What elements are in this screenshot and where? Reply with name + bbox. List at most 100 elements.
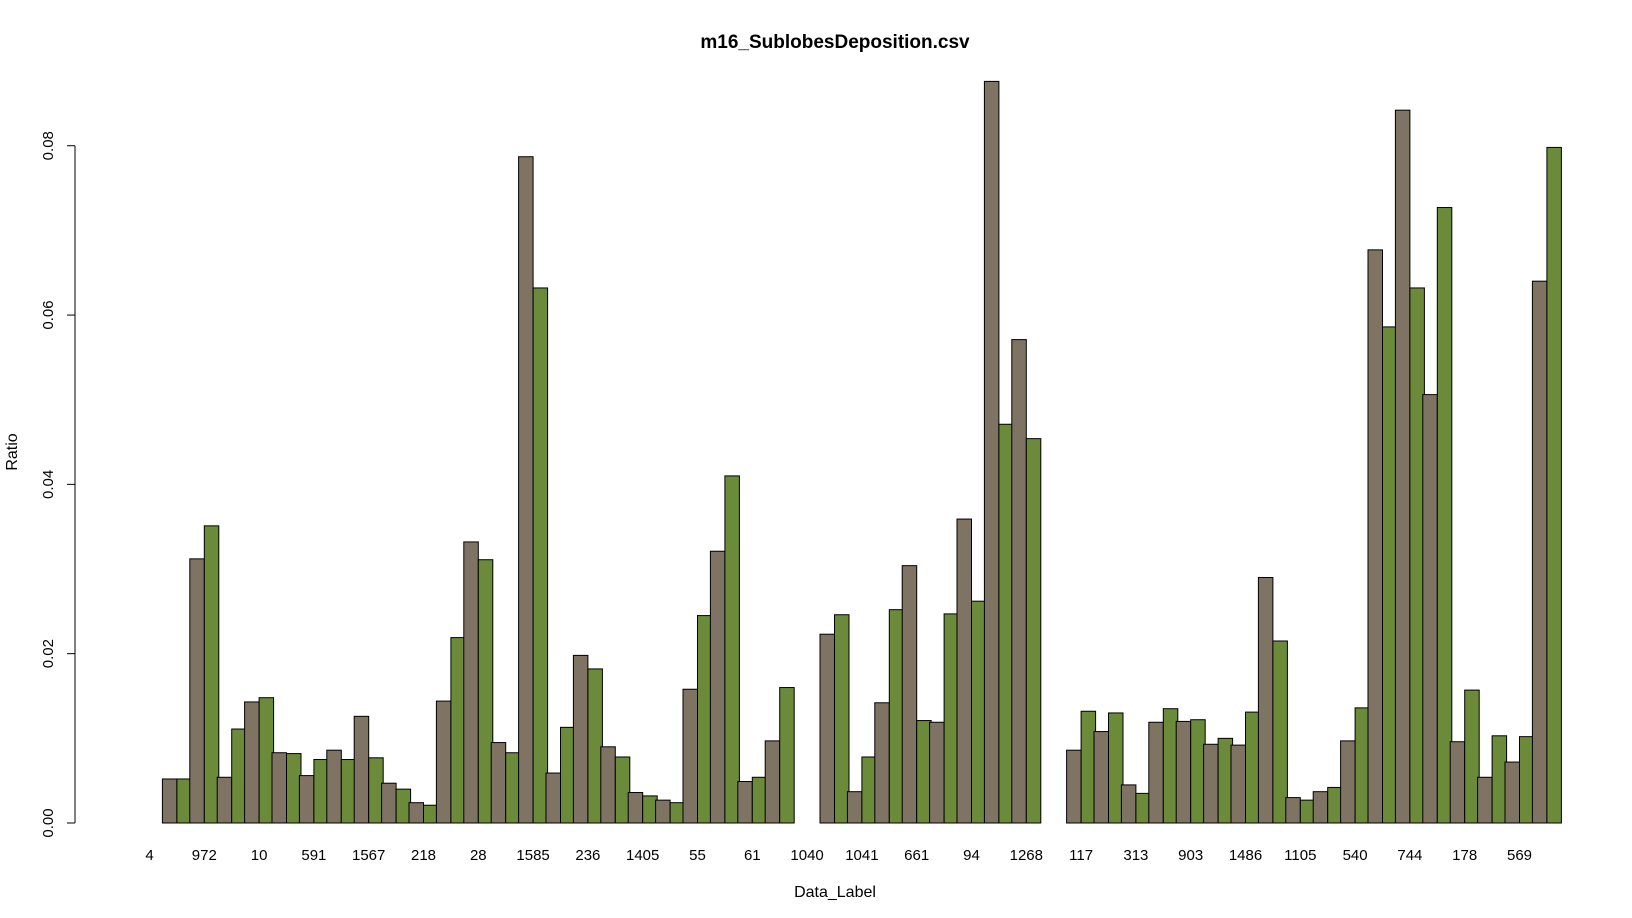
bar-series-1-18 bbox=[627, 792, 644, 824]
x-tick-label: 10 bbox=[251, 847, 268, 864]
bar-series-1-32 bbox=[1011, 339, 1027, 824]
bar-series-2-9 bbox=[395, 788, 412, 824]
y-tick-label: 0.00 bbox=[40, 808, 57, 837]
bar-series-1-51 bbox=[1531, 280, 1548, 824]
bar-series-2-32 bbox=[1025, 438, 1042, 824]
bar-series-1-2 bbox=[189, 558, 205, 824]
bar-series-2-2 bbox=[203, 525, 220, 824]
bar-series-1-9 bbox=[381, 782, 397, 824]
bar-series-2-6 bbox=[313, 759, 329, 824]
bar-series-1-47 bbox=[1422, 394, 1438, 824]
y-axis: 0.00 0.02 0.04 0.06 0.08 bbox=[40, 131, 76, 838]
x-tick-label: 569 bbox=[1507, 847, 1532, 864]
bar-series-2-27 bbox=[888, 609, 905, 824]
bar-series-1-50 bbox=[1504, 761, 1520, 824]
bar-series-1-28 bbox=[901, 565, 918, 824]
bar-series-2-12 bbox=[477, 559, 494, 824]
bar-series-2-7 bbox=[340, 759, 357, 824]
bar-series-1-10 bbox=[408, 802, 424, 824]
bar-series-1-45 bbox=[1367, 249, 1383, 824]
bar-series-1-46 bbox=[1394, 109, 1411, 824]
bar-series-1-43 bbox=[1312, 791, 1329, 824]
bar-series-2-41 bbox=[1272, 640, 1288, 824]
bar-series-1-44 bbox=[1340, 740, 1356, 824]
bar-series-2-50 bbox=[1519, 736, 1535, 824]
x-tick-label: 1567 bbox=[352, 847, 385, 864]
x-tick-label: 61 bbox=[744, 847, 761, 864]
bar-series-1-31 bbox=[983, 80, 1000, 824]
bar-series-1-12 bbox=[463, 541, 479, 824]
x-tick-label: 218 bbox=[411, 847, 436, 864]
bar-series-1-22 bbox=[737, 781, 753, 824]
bar-series-2-21 bbox=[724, 475, 740, 824]
bar-series-1-23 bbox=[764, 740, 781, 824]
x-tick-label: 661 bbox=[904, 847, 929, 864]
bar-series-2-14 bbox=[532, 287, 549, 824]
x-tick-label: 1486 bbox=[1229, 847, 1262, 864]
bar-series-2-49 bbox=[1491, 735, 1508, 824]
bar-series-1-19 bbox=[655, 799, 671, 824]
bar-series-1-5 bbox=[271, 752, 287, 824]
bar-series-2-13 bbox=[505, 752, 521, 824]
bar-series-2-1 bbox=[176, 778, 192, 824]
x-tick-label: 744 bbox=[1397, 847, 1422, 864]
bar-series-1-21 bbox=[709, 550, 726, 824]
x-tick-label: 1105 bbox=[1284, 847, 1316, 864]
bar-series-2-23 bbox=[779, 687, 795, 824]
x-tick-label: 4 bbox=[145, 847, 153, 864]
bar-series-2-31 bbox=[998, 423, 1014, 824]
bar-series-2-26 bbox=[861, 756, 877, 824]
bar-series-1-11 bbox=[435, 700, 452, 824]
x-axis-label: Data_Label bbox=[794, 884, 876, 901]
x-tick-label: 178 bbox=[1452, 847, 1477, 864]
x-tick-label: 903 bbox=[1178, 847, 1203, 864]
bar-series-1-15 bbox=[545, 772, 561, 824]
bar-series-2-30 bbox=[971, 600, 987, 824]
bar-series-2-51 bbox=[1546, 146, 1562, 824]
bar-series-1-42 bbox=[1285, 797, 1301, 824]
bar-series-2-45 bbox=[1382, 326, 1398, 824]
bar-series-2-48 bbox=[1464, 689, 1480, 824]
x-tick-label: 94 bbox=[963, 847, 980, 864]
x-tick-label: 313 bbox=[1123, 847, 1148, 864]
bar-series-1-7 bbox=[326, 749, 342, 824]
x-tick-label: 972 bbox=[192, 847, 217, 864]
bar-series-1-34 bbox=[1066, 749, 1082, 824]
x-tick-label: 540 bbox=[1343, 847, 1368, 864]
bar-series-2-34 bbox=[1080, 710, 1097, 824]
bar-series-1-25 bbox=[819, 633, 835, 824]
bar-series-2-5 bbox=[286, 753, 302, 824]
bar-series-2-20 bbox=[697, 615, 713, 824]
bar-series-1-36 bbox=[1120, 784, 1137, 824]
bar-series-1-20 bbox=[682, 688, 698, 824]
bar-series-1-27 bbox=[874, 702, 890, 824]
y-tick-label: 0.04 bbox=[40, 470, 57, 499]
bar-series-1-39 bbox=[1203, 743, 1219, 824]
bar-series-2-16 bbox=[587, 668, 603, 824]
y-tick-label: 0.08 bbox=[40, 131, 57, 160]
bar-series-2-46 bbox=[1409, 287, 1425, 824]
bar-series-2-43 bbox=[1327, 786, 1343, 824]
x-tick-label: 1040 bbox=[790, 847, 823, 864]
bar-series-1-6 bbox=[298, 775, 315, 824]
bar-series-2-8 bbox=[368, 757, 384, 824]
bar-series-1-16 bbox=[572, 654, 589, 824]
bar-series-1-14 bbox=[518, 156, 534, 824]
chart-title: m16_SublobesDeposition.csv bbox=[700, 32, 970, 53]
bar-series-2-37 bbox=[1162, 708, 1179, 824]
bar-series-2-40 bbox=[1245, 711, 1261, 824]
x-tick-label: 1268 bbox=[1010, 847, 1043, 864]
bar-series-2-3 bbox=[231, 728, 247, 824]
bar-series-1-48 bbox=[1449, 741, 1466, 824]
bar-series-2-19 bbox=[669, 802, 686, 824]
bar-series-2-28 bbox=[916, 720, 932, 824]
x-tick-labels: 4 972 10 591 1567 218 28 1585 236 1405 55 61 1040 104… bbox=[145, 847, 1532, 864]
bar-series-1-35 bbox=[1093, 731, 1109, 824]
bar-series-2-39 bbox=[1217, 737, 1234, 824]
x-tick-label: 55 bbox=[689, 847, 706, 864]
bars-group bbox=[161, 80, 1562, 824]
bar-series-1-8 bbox=[353, 715, 370, 824]
x-tick-label: 1585 bbox=[516, 847, 549, 864]
bar-series-1-29 bbox=[929, 721, 945, 824]
